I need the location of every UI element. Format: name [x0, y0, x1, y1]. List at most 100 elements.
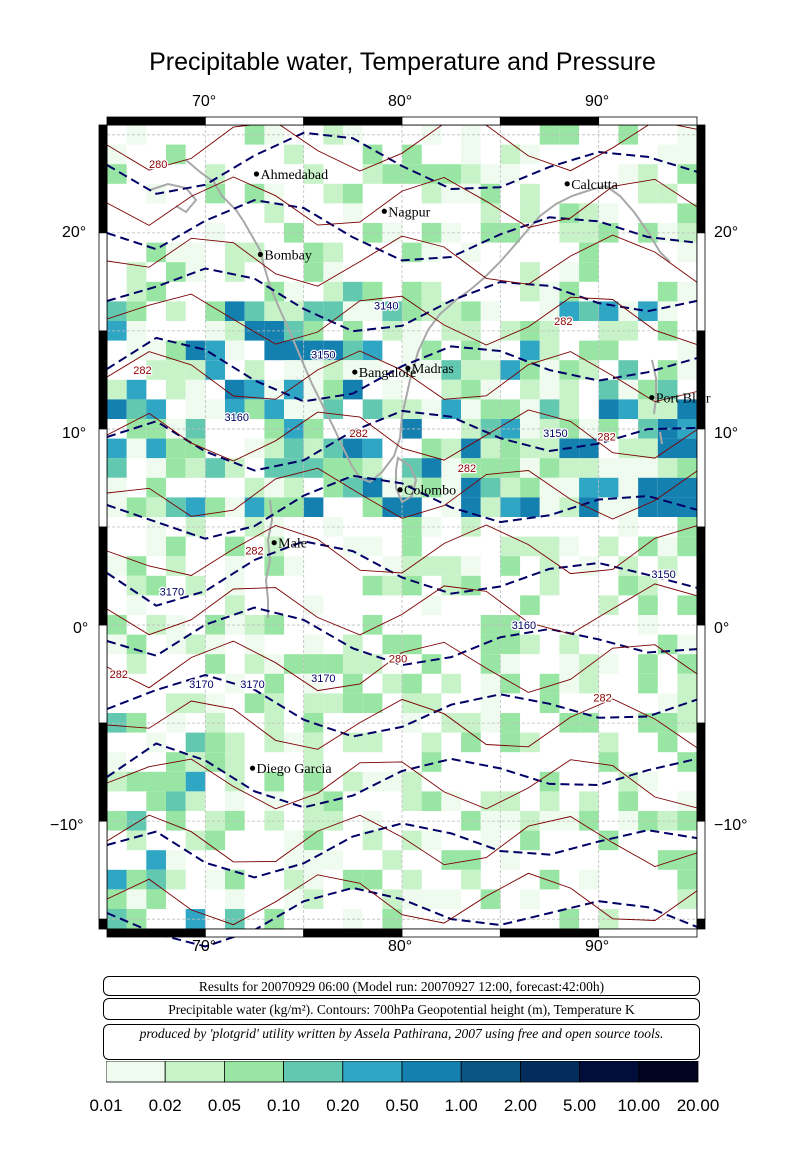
- lat-tick-right: 10°: [714, 425, 739, 442]
- precip-cell: [323, 850, 344, 870]
- precip-cell: [520, 360, 540, 380]
- precip-cell: [520, 732, 540, 753]
- precip-cell: [323, 301, 344, 321]
- precip-cell: [677, 497, 698, 517]
- precip-cell: [166, 458, 186, 478]
- precip-cell: [244, 438, 265, 459]
- precip-cell: [303, 752, 324, 772]
- precip-cell: [303, 634, 324, 655]
- precip-cell: [618, 477, 639, 498]
- geopotential-contour: [106, 474, 698, 540]
- precip-cell: [303, 458, 324, 478]
- precip-cell: [205, 811, 226, 831]
- precip-cell: [579, 242, 599, 263]
- temperature-contour: [106, 872, 698, 926]
- precip-cell: [539, 771, 560, 792]
- precip-cell: [539, 458, 560, 478]
- precip-cell: [166, 771, 186, 792]
- precip-cell: [264, 693, 285, 713]
- precip-cell: [126, 771, 147, 792]
- lat-tick-left: 10°: [62, 425, 87, 442]
- precip-cell: [126, 830, 147, 851]
- geopotential-contour: [106, 540, 698, 607]
- precip-cell: [343, 869, 363, 890]
- colorbar-label: 0.01: [89, 1096, 123, 1115]
- precip-cell: [657, 360, 678, 380]
- city-label: Nagpur: [388, 205, 430, 220]
- precip-cell: [677, 791, 698, 811]
- precip-cell: [205, 399, 226, 419]
- precip-cell: [126, 379, 147, 400]
- precip-cell: [303, 595, 324, 615]
- contour-label: 282: [597, 432, 615, 444]
- precip-cell: [343, 654, 363, 674]
- city-dot: [397, 487, 403, 493]
- colorbar-segment: [224, 1061, 285, 1083]
- precip-cell: [323, 242, 344, 263]
- precip-cell: [441, 673, 462, 694]
- precip-cell: [303, 497, 324, 517]
- city-label: Bombay: [264, 248, 311, 263]
- frame-bar: [401, 116, 501, 126]
- precip-cell: [421, 752, 442, 772]
- precip-cell: [303, 340, 324, 361]
- precip-cell: [421, 556, 442, 576]
- precip-cell: [146, 517, 166, 537]
- precip-cell: [146, 477, 166, 498]
- islands-andaman: [651, 359, 663, 445]
- coastline-gujarat: [149, 182, 198, 214]
- precip-cell: [303, 438, 324, 459]
- frame-bar: [598, 928, 698, 938]
- precip-cell: [461, 517, 481, 537]
- precip-cell: [303, 262, 324, 282]
- precip-cell: [559, 262, 580, 282]
- precip-cell: [146, 850, 166, 870]
- precip-cell: [677, 869, 698, 890]
- colorbar-label: 0.02: [148, 1096, 182, 1115]
- precip-cell: [539, 869, 560, 890]
- frame-bar: [696, 918, 706, 930]
- precip-cell: [323, 340, 344, 361]
- precip-cell: [225, 399, 245, 419]
- precip-cell: [323, 399, 344, 419]
- precip-cell: [126, 595, 147, 615]
- precip-cell: [579, 497, 599, 517]
- precip-cell: [264, 732, 285, 753]
- precip-cell: [402, 791, 422, 811]
- precip-cell: [185, 419, 206, 439]
- precip-cell: [480, 830, 501, 851]
- precip-cell: [598, 654, 619, 674]
- precip-cell: [166, 419, 186, 439]
- precip-cell: [126, 556, 147, 576]
- precip-cell: [579, 673, 599, 694]
- contour-label: 3170: [160, 587, 184, 599]
- temperature-contour: [106, 524, 698, 576]
- precip-cell: [598, 497, 619, 517]
- precip-cell: [382, 575, 403, 596]
- colorbar-label: 2.00: [503, 1096, 537, 1115]
- precip-cell: [323, 654, 344, 674]
- precip-cell: [166, 438, 186, 459]
- precip-cell: [677, 360, 698, 380]
- precip-cell: [638, 673, 658, 694]
- precip-cell: [598, 536, 619, 557]
- precip-cell: [244, 399, 265, 419]
- precip-cell: [402, 144, 422, 165]
- precip-cell: [421, 517, 442, 537]
- precip-cell: [559, 477, 580, 498]
- precip-cell: [107, 869, 127, 890]
- precip-cell: [559, 399, 580, 419]
- precip-cell: [343, 340, 363, 361]
- lat-tick-left: −10°: [50, 817, 84, 834]
- frame-bar: [106, 928, 206, 938]
- precip-cell: [520, 183, 540, 204]
- colorbar-label: 0.50: [385, 1096, 419, 1115]
- lat-tick-right: 0°: [714, 620, 730, 637]
- precip-cell: [107, 771, 127, 792]
- precip-cell: [618, 399, 639, 419]
- precip-cell: [598, 203, 619, 223]
- precip-cell: [618, 497, 639, 517]
- precip-cell: [166, 144, 186, 165]
- precip-cell: [618, 379, 639, 400]
- precip-cell: [244, 654, 265, 674]
